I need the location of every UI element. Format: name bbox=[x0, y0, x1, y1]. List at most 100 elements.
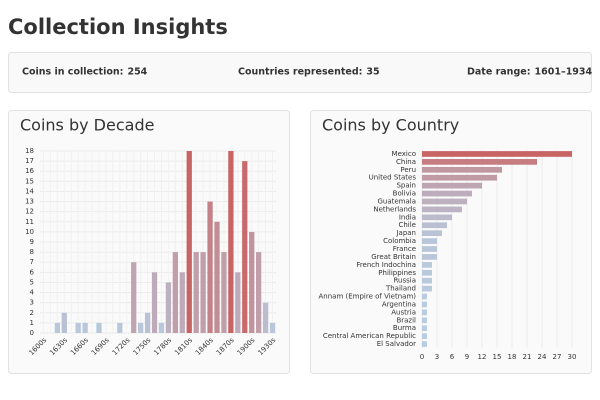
bar bbox=[422, 151, 572, 157]
bar bbox=[96, 322, 102, 333]
bar bbox=[144, 312, 151, 333]
stat-value: 35 bbox=[366, 67, 379, 78]
bar bbox=[422, 159, 537, 165]
x-tick-label: 15 bbox=[493, 353, 502, 361]
y-tick-label: 14 bbox=[25, 187, 34, 195]
bar bbox=[165, 282, 172, 333]
y-tick-label: Annam (Empire of Vietnam) bbox=[319, 293, 417, 301]
y-tick-label: 17 bbox=[25, 157, 34, 165]
bar bbox=[422, 285, 432, 292]
bar bbox=[186, 151, 192, 333]
x-tick-label: 24 bbox=[538, 353, 547, 361]
bar bbox=[151, 272, 158, 333]
bar bbox=[262, 302, 269, 333]
y-tick-label: Argentina bbox=[382, 300, 416, 308]
y-tick-label: 5 bbox=[30, 278, 34, 286]
stats-bar bbox=[8, 52, 592, 93]
bar bbox=[235, 272, 241, 333]
x-tick-label: 0 bbox=[420, 353, 424, 361]
y-tick-label: 8 bbox=[30, 248, 34, 256]
x-tick-label: 30 bbox=[568, 353, 577, 361]
y-tick-label: El Salvador bbox=[377, 340, 416, 348]
y-tick-label: 2 bbox=[30, 309, 34, 317]
bar bbox=[214, 221, 220, 333]
bar bbox=[131, 262, 137, 333]
y-tick-label: France bbox=[393, 245, 416, 253]
y-tick-label: Guatemala bbox=[377, 197, 416, 205]
bar bbox=[207, 201, 213, 333]
x-tick-label: 12 bbox=[478, 353, 487, 361]
bar bbox=[158, 322, 165, 333]
y-tick-label: French Indochina bbox=[356, 261, 416, 269]
y-tick-label: United States bbox=[369, 174, 417, 182]
x-tick-label: 27 bbox=[553, 353, 562, 361]
bar bbox=[422, 230, 442, 237]
y-tick-label: Thailand bbox=[385, 285, 416, 293]
y-tick-label: Netherlands bbox=[373, 205, 416, 213]
y-tick-label: 13 bbox=[25, 198, 34, 206]
bar bbox=[249, 231, 255, 333]
bar bbox=[422, 293, 427, 300]
bar bbox=[422, 198, 467, 205]
bar bbox=[82, 322, 88, 333]
y-tick-label: Spain bbox=[396, 182, 416, 190]
y-tick-label: 11 bbox=[25, 218, 34, 226]
bar bbox=[269, 322, 276, 333]
bar bbox=[179, 272, 185, 333]
y-tick-label: Great Britain bbox=[371, 253, 416, 261]
y-tick-label: Brazil bbox=[396, 316, 416, 324]
bar bbox=[61, 312, 67, 333]
y-tick-label: 6 bbox=[30, 268, 35, 276]
bar bbox=[422, 269, 432, 276]
bar bbox=[422, 277, 432, 284]
bar bbox=[422, 301, 427, 308]
bar bbox=[200, 252, 206, 333]
y-tick-label: India bbox=[399, 213, 416, 221]
y-tick-label: Peru bbox=[400, 166, 416, 174]
y-tick-label: Philippines bbox=[378, 269, 416, 277]
y-tick-label: Austria bbox=[391, 308, 416, 316]
bar bbox=[422, 341, 427, 347]
x-tick-label: 6 bbox=[450, 353, 455, 361]
page-title: Collection Insights bbox=[8, 15, 228, 39]
bar bbox=[422, 317, 427, 324]
stat-label: Countries represented: bbox=[238, 67, 362, 78]
stat-label: Date range: bbox=[467, 67, 531, 78]
chart-title: Coins by Decade bbox=[20, 116, 154, 135]
bar bbox=[422, 166, 502, 173]
y-tick-label: 9 bbox=[30, 238, 34, 246]
bar bbox=[422, 214, 452, 221]
chart-title: Coins by Country bbox=[322, 116, 459, 135]
x-tick-label: 18 bbox=[508, 353, 517, 361]
stat-value: 254 bbox=[127, 67, 147, 78]
y-tick-label: Japan bbox=[395, 229, 416, 237]
card bbox=[310, 110, 592, 374]
y-tick-label: Bolivia bbox=[393, 190, 416, 198]
y-tick-label: 7 bbox=[30, 258, 34, 266]
bar bbox=[422, 261, 432, 268]
bar bbox=[422, 309, 427, 316]
y-tick-label: 12 bbox=[25, 208, 34, 216]
bar bbox=[422, 222, 447, 229]
bar bbox=[138, 322, 144, 333]
bar bbox=[242, 161, 248, 333]
y-tick-label: 1 bbox=[30, 319, 34, 327]
bar bbox=[193, 252, 199, 333]
stat-label: Coins in collection: bbox=[22, 67, 123, 78]
bar bbox=[228, 151, 234, 333]
y-tick-label: 10 bbox=[25, 228, 34, 236]
bar bbox=[422, 206, 462, 213]
y-tick-label: Central American Republic bbox=[323, 332, 416, 340]
bar bbox=[117, 322, 123, 333]
bar bbox=[422, 182, 482, 189]
bar bbox=[221, 252, 227, 333]
bar bbox=[422, 333, 427, 339]
y-tick-label: 4 bbox=[30, 289, 35, 297]
bar bbox=[422, 238, 437, 244]
bar bbox=[256, 252, 262, 333]
y-tick-label: Chile bbox=[398, 221, 416, 229]
bar bbox=[422, 325, 427, 332]
bar bbox=[422, 246, 437, 252]
bar bbox=[422, 174, 497, 181]
